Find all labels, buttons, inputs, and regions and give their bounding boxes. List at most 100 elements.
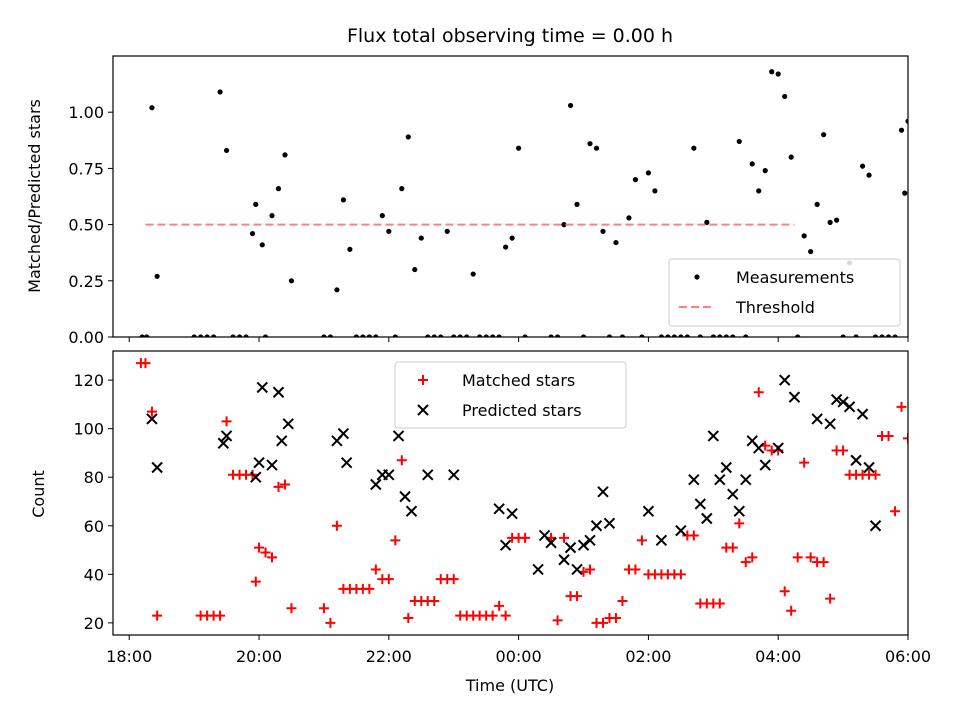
measurement-point <box>249 230 256 237</box>
measurement-point <box>814 201 820 207</box>
matched-star-point <box>870 469 881 480</box>
matched-star-point <box>610 613 621 624</box>
matched-star-point <box>140 358 151 369</box>
x-tick-label: 04:00 <box>755 647 801 666</box>
top-legend-box <box>668 258 901 327</box>
predicted-star-point <box>863 461 875 474</box>
measurement-point <box>561 222 567 228</box>
top-y-tick-label: 0.50 <box>68 216 104 235</box>
measurement-point <box>905 118 908 124</box>
predicted-star-point <box>577 539 590 551</box>
predicted-star-point <box>532 563 544 576</box>
measurement-point <box>139 334 145 337</box>
predicted-star-point <box>337 427 350 440</box>
matched-star-point <box>215 610 226 621</box>
matched-star-point <box>146 406 157 417</box>
measurement-point <box>360 334 366 337</box>
measurement-point <box>756 188 762 194</box>
chart-title: Flux total observing time = 0.00 h <box>347 25 673 47</box>
measurement-point <box>223 147 230 154</box>
matched-star-point <box>559 532 570 543</box>
x-tick-label: 18:00 <box>106 647 152 666</box>
measurement-point <box>769 69 775 75</box>
matched-star-point <box>799 457 810 468</box>
measurement-point <box>593 145 600 151</box>
predicted-star-point <box>759 459 771 471</box>
measurement-point <box>587 141 593 147</box>
matched-star-point <box>779 586 790 597</box>
predicted-star-point <box>272 386 285 398</box>
predicted-star-point <box>558 554 570 566</box>
matched-star-point <box>152 610 163 621</box>
measurement-point <box>749 161 755 167</box>
measurement-point <box>600 228 606 234</box>
matched-star-point <box>390 535 401 546</box>
measurement-point <box>902 190 908 196</box>
predicted-star-point <box>597 486 609 498</box>
measurement-point <box>678 334 684 337</box>
measurement-point <box>671 334 677 337</box>
top-y-tick-label: 1.00 <box>68 103 104 122</box>
matched-star-point <box>818 557 829 568</box>
measurement-point <box>684 334 690 337</box>
matched-star-point <box>383 574 394 585</box>
measurement-point <box>217 89 223 95</box>
matched-star-point <box>260 547 271 558</box>
measurement-point <box>191 334 197 337</box>
measurement-point <box>230 334 236 337</box>
top-axes-frame <box>112 55 909 338</box>
measurement-point <box>503 244 509 250</box>
legend-label: Predicted stars <box>462 401 582 420</box>
x-tick-label: 00:00 <box>496 647 542 666</box>
predicted-star-point <box>733 505 745 517</box>
predicted-star-point <box>584 534 596 547</box>
measurement-point <box>347 246 353 252</box>
matched-star-point <box>903 433 908 444</box>
matched-star-point <box>403 613 414 624</box>
measurement-point <box>379 213 385 219</box>
measurement-point <box>645 170 652 176</box>
measurement-point <box>717 334 723 337</box>
top-panel: 0.00 0.25 0.50 0.75 1.00 Measurements Threshol… <box>68 55 909 347</box>
measurement-point <box>736 138 742 145</box>
measurement-point <box>834 217 840 223</box>
predicted-star-point <box>370 478 382 491</box>
matched-star-point <box>273 481 284 492</box>
predicted-star-point <box>493 503 505 515</box>
bottom-panel: 20 40 60 80 100 120 18:00 20:00 22:00 00:00 02:00 0… <box>73 350 931 666</box>
predicted-star-point <box>772 442 784 454</box>
measurement-point <box>788 154 794 160</box>
measurement-point <box>879 334 885 337</box>
measurement-point <box>243 334 249 337</box>
predicted-star-point <box>571 563 583 576</box>
matched-star-point <box>890 506 901 517</box>
predicted-star-point <box>850 454 862 466</box>
measurement-point <box>373 334 379 337</box>
measurement-point <box>392 334 398 337</box>
measurement-point <box>477 334 483 337</box>
matched-star-point <box>825 593 836 604</box>
bottom-plot-area <box>135 358 908 628</box>
x-tick-label: 02:00 <box>625 647 671 666</box>
predicted-star-point <box>655 534 668 547</box>
measurement-point <box>496 334 502 337</box>
measurement-point <box>522 334 528 337</box>
measurement-point <box>795 334 801 337</box>
x-tick-label: 22:00 <box>366 647 412 666</box>
top-y-axis-label: Matched/Predicted stars <box>25 99 44 293</box>
predicted-star-point <box>405 505 418 517</box>
measurement-point <box>801 233 807 239</box>
measurement-point <box>872 334 879 337</box>
measurement-point <box>665 334 671 337</box>
measurement-point <box>691 145 697 151</box>
measurement-point <box>626 215 632 221</box>
bottom-y-tick-label: 40 <box>84 565 104 584</box>
matched-star-point <box>714 598 725 609</box>
bottom-y-tick-label: 20 <box>84 614 104 633</box>
legend-label: Threshold <box>735 298 815 317</box>
predicted-star-point <box>383 469 395 481</box>
measurement-point <box>885 334 892 337</box>
predicted-star-point <box>811 413 823 425</box>
measurement-point <box>438 334 444 337</box>
measurement-point <box>464 334 470 337</box>
